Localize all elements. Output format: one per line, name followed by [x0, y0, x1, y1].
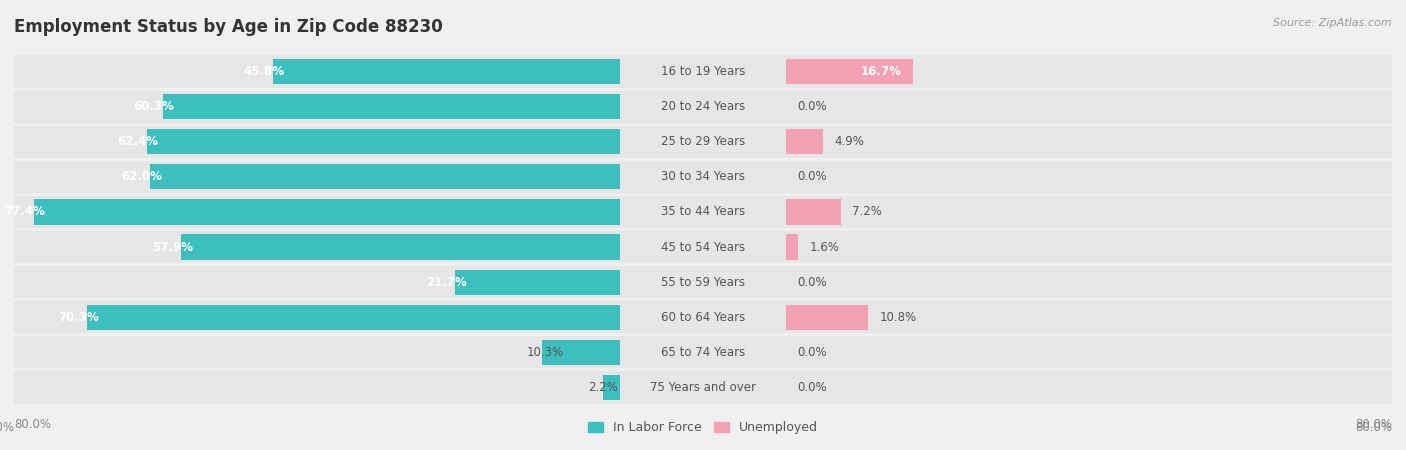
Text: 65 to 74 Years: 65 to 74 Years — [661, 346, 745, 359]
Text: 35 to 44 Years: 35 to 44 Years — [661, 206, 745, 218]
Bar — [34, 199, 620, 225]
Bar — [14, 90, 620, 123]
Bar — [786, 231, 1392, 263]
Bar — [14, 231, 620, 263]
Text: 57.9%: 57.9% — [152, 241, 193, 253]
Bar — [150, 164, 620, 189]
Text: 80.0%: 80.0% — [1355, 418, 1392, 432]
Bar — [273, 59, 620, 84]
Bar — [620, 231, 786, 263]
Bar — [620, 336, 786, 369]
Bar — [14, 126, 620, 158]
Bar — [620, 126, 786, 158]
Bar — [620, 301, 786, 333]
Text: 20 to 24 Years: 20 to 24 Years — [661, 100, 745, 113]
Bar — [786, 301, 1392, 333]
Text: 77.4%: 77.4% — [4, 206, 45, 218]
Bar — [786, 129, 824, 154]
Bar — [786, 336, 1392, 369]
Bar — [14, 55, 620, 88]
Text: 80.0%: 80.0% — [14, 418, 51, 432]
Text: 60.3%: 60.3% — [134, 100, 174, 113]
Bar — [786, 126, 1392, 158]
Bar — [620, 196, 786, 228]
Bar — [786, 196, 1392, 228]
Text: 10.8%: 10.8% — [879, 311, 917, 324]
Text: 2.2%: 2.2% — [588, 381, 617, 394]
Text: 10.3%: 10.3% — [527, 346, 564, 359]
Bar — [786, 266, 1392, 298]
Bar — [620, 266, 786, 298]
Bar — [14, 161, 620, 193]
Text: 55 to 59 Years: 55 to 59 Years — [661, 276, 745, 288]
Bar — [620, 161, 786, 193]
Text: 45.8%: 45.8% — [243, 65, 284, 78]
Text: 30 to 34 Years: 30 to 34 Years — [661, 171, 745, 183]
Bar — [456, 270, 620, 295]
Text: Employment Status by Age in Zip Code 88230: Employment Status by Age in Zip Code 882… — [14, 18, 443, 36]
Text: 21.7%: 21.7% — [426, 276, 467, 288]
Legend: In Labor Force, Unemployed: In Labor Force, Unemployed — [583, 416, 823, 439]
Bar — [87, 305, 620, 330]
Bar — [786, 234, 799, 260]
Bar — [14, 266, 620, 298]
Bar — [786, 59, 912, 84]
Text: 16 to 19 Years: 16 to 19 Years — [661, 65, 745, 78]
Bar — [181, 234, 620, 260]
Bar — [14, 196, 620, 228]
Text: 0.0%: 0.0% — [797, 346, 827, 359]
Bar — [620, 371, 786, 404]
Bar — [620, 55, 786, 88]
Bar — [148, 129, 620, 154]
Text: 62.4%: 62.4% — [118, 135, 159, 148]
Text: 7.2%: 7.2% — [852, 206, 882, 218]
Bar — [163, 94, 620, 119]
Text: Source: ZipAtlas.com: Source: ZipAtlas.com — [1274, 18, 1392, 28]
Bar — [620, 90, 786, 123]
Text: 0.0%: 0.0% — [797, 381, 827, 394]
Bar — [786, 371, 1392, 404]
Bar — [541, 340, 620, 365]
Text: 0.0%: 0.0% — [797, 276, 827, 288]
Text: 1.6%: 1.6% — [810, 241, 839, 253]
Bar — [786, 90, 1392, 123]
Bar — [786, 161, 1392, 193]
Text: 70.3%: 70.3% — [58, 311, 98, 324]
Text: 0.0%: 0.0% — [797, 171, 827, 183]
Bar — [14, 336, 620, 369]
Text: 25 to 29 Years: 25 to 29 Years — [661, 135, 745, 148]
Text: 0.0%: 0.0% — [797, 100, 827, 113]
Bar — [786, 305, 868, 330]
Text: 75 Years and over: 75 Years and over — [650, 381, 756, 394]
Bar — [14, 301, 620, 333]
Text: 16.7%: 16.7% — [860, 65, 901, 78]
Bar — [14, 371, 620, 404]
Bar — [786, 55, 1392, 88]
Text: 80.0%: 80.0% — [0, 421, 14, 434]
Bar — [786, 199, 841, 225]
Text: 80.0%: 80.0% — [1355, 421, 1392, 434]
Text: 4.9%: 4.9% — [835, 135, 865, 148]
Text: 45 to 54 Years: 45 to 54 Years — [661, 241, 745, 253]
Bar — [603, 375, 620, 400]
Text: 62.0%: 62.0% — [121, 171, 162, 183]
Text: 60 to 64 Years: 60 to 64 Years — [661, 311, 745, 324]
